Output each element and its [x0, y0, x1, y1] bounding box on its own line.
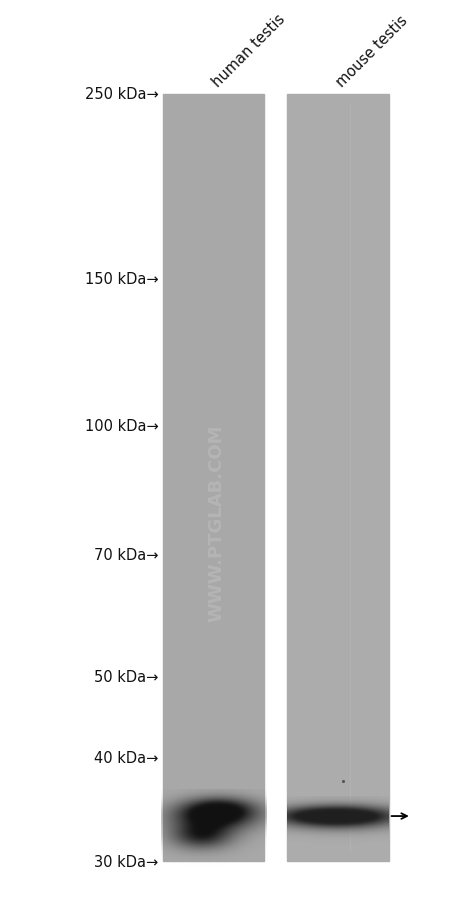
Text: human testis: human testis — [209, 12, 287, 90]
Text: 100 kDa→: 100 kDa→ — [85, 419, 158, 434]
Bar — [163, 95, 264, 861]
Text: WWW.PTGLAB.COM: WWW.PTGLAB.COM — [207, 425, 225, 621]
Bar — [287, 95, 388, 861]
Text: 250 kDa→: 250 kDa→ — [85, 87, 158, 102]
Text: 70 kDa→: 70 kDa→ — [94, 548, 158, 563]
Text: 40 kDa→: 40 kDa→ — [94, 750, 158, 765]
Text: 150 kDa→: 150 kDa→ — [85, 272, 158, 287]
Text: 30 kDa→: 30 kDa→ — [94, 854, 158, 869]
Text: 50 kDa→: 50 kDa→ — [94, 669, 158, 685]
Text: mouse testis: mouse testis — [333, 14, 410, 90]
